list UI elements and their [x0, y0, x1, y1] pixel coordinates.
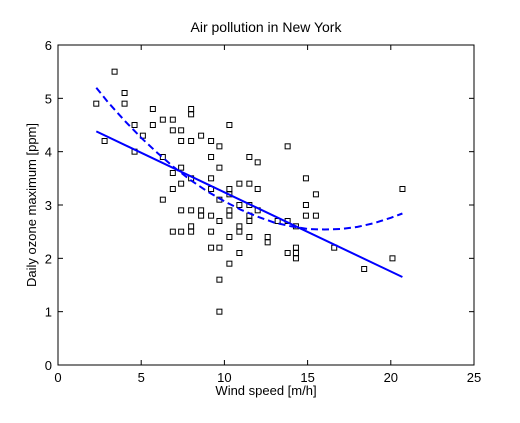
y-tick-label: 6	[45, 38, 52, 53]
data-point	[178, 138, 185, 144]
data-point	[302, 175, 309, 182]
data-point	[208, 138, 215, 144]
y-axis-label: Daily ozone maximum [ppm]	[24, 123, 39, 287]
plot-marks	[93, 68, 406, 315]
y-tick-label: 0	[45, 358, 52, 373]
data-point	[216, 244, 223, 251]
data-point	[226, 122, 233, 128]
data-point	[101, 138, 108, 144]
data-point	[188, 138, 195, 144]
data-point	[216, 276, 223, 283]
data-point	[178, 207, 185, 214]
data-point	[216, 308, 223, 315]
data-point	[292, 255, 299, 262]
data-point	[131, 122, 138, 128]
data-point	[169, 170, 176, 176]
data-point	[208, 228, 215, 235]
data-point	[226, 260, 233, 267]
y-tick-label: 3	[45, 198, 52, 213]
data-point	[198, 212, 205, 219]
data-point	[236, 228, 243, 235]
data-point	[169, 127, 176, 134]
data-point	[292, 244, 299, 251]
data-point	[246, 154, 253, 160]
data-point	[111, 68, 118, 75]
data-point	[208, 175, 215, 182]
data-point	[159, 196, 166, 203]
linear-fit-line	[95, 130, 403, 278]
data-point	[208, 212, 215, 219]
data-point	[246, 218, 253, 224]
data-point	[188, 207, 195, 214]
x-tick-label: 0	[54, 370, 61, 385]
data-point	[302, 212, 309, 219]
data-point	[188, 111, 195, 118]
data-point	[236, 223, 243, 230]
data-point	[121, 90, 128, 96]
data-point	[188, 228, 195, 235]
y-tick-label: 4	[45, 145, 52, 160]
x-tick-label: 25	[467, 370, 481, 385]
data-point	[226, 186, 233, 192]
dashed-fit-curve	[95, 87, 403, 231]
data-point	[121, 100, 128, 107]
axis-ticks	[57, 44, 475, 366]
data-point	[216, 218, 223, 224]
data-point	[159, 154, 166, 160]
data-point	[226, 212, 233, 219]
data-point	[246, 180, 253, 187]
data-point	[159, 116, 166, 123]
data-point	[264, 234, 271, 240]
data-point	[188, 223, 195, 230]
plot-frame	[57, 44, 475, 366]
x-tick-label: 15	[300, 370, 314, 385]
data-point	[312, 191, 319, 198]
y-tick-label: 5	[45, 91, 52, 106]
y-tick-label: 1	[45, 305, 52, 320]
data-point	[361, 266, 368, 272]
x-axis-label: Wind speed [m/h]	[215, 383, 316, 398]
data-point	[284, 143, 291, 150]
data-point	[389, 255, 396, 262]
data-point	[226, 234, 233, 240]
data-point	[178, 180, 185, 187]
data-point	[254, 186, 261, 192]
data-point	[216, 164, 223, 171]
data-point	[312, 212, 319, 219]
data-point	[178, 164, 185, 171]
data-point	[264, 239, 271, 246]
data-point	[198, 207, 205, 214]
data-point	[302, 202, 309, 208]
data-point	[292, 250, 299, 256]
data-point	[236, 250, 243, 256]
data-point	[246, 234, 253, 240]
x-tick-label: 20	[384, 370, 398, 385]
data-point	[284, 250, 291, 256]
x-tick-label: 5	[138, 370, 145, 385]
data-point	[399, 186, 406, 192]
data-point	[169, 228, 176, 235]
data-point	[208, 244, 215, 251]
data-point	[178, 127, 185, 134]
data-point	[149, 122, 156, 128]
data-point	[198, 132, 205, 139]
data-point	[208, 154, 215, 160]
data-point	[254, 159, 261, 166]
x-tick-label: 10	[217, 370, 231, 385]
data-point	[236, 180, 243, 187]
data-point	[188, 106, 195, 112]
data-point	[178, 228, 185, 235]
y-tick-label: 2	[45, 251, 52, 266]
data-point	[169, 186, 176, 192]
data-point	[216, 143, 223, 150]
data-point	[149, 106, 156, 112]
data-point	[93, 100, 100, 107]
data-point	[236, 202, 243, 208]
axis-tick-labels: 0 5 10 15 20 25 0 1 2 3 4 5 6	[45, 38, 481, 385]
chart-title: Air pollution in New York	[191, 19, 343, 35]
data-point	[226, 207, 233, 214]
data-point	[169, 116, 176, 123]
